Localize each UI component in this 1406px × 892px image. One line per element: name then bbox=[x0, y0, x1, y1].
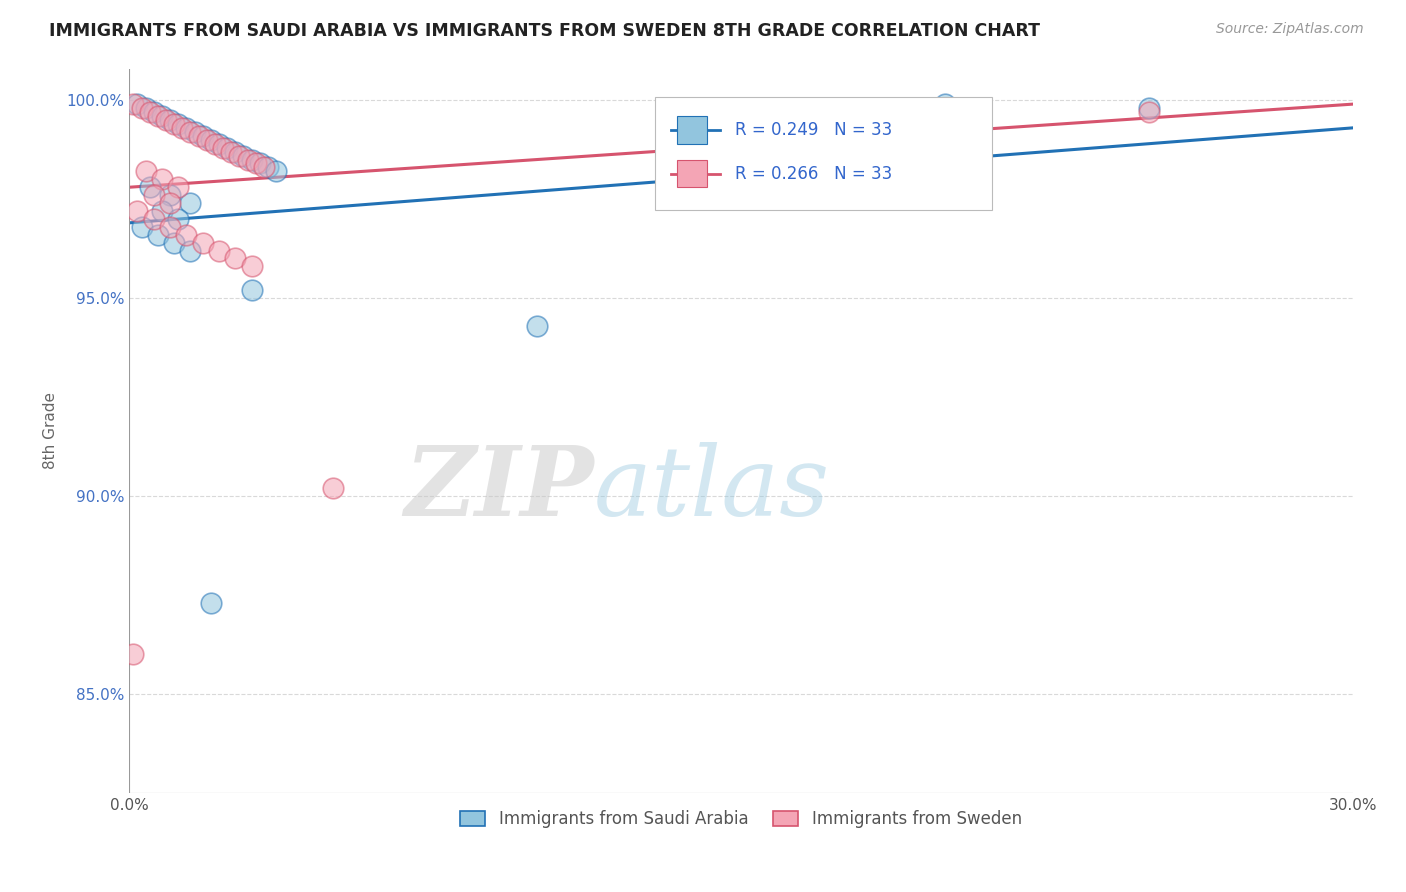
Point bbox=[934, 97, 956, 112]
Legend: Immigrants from Saudi Arabia, Immigrants from Sweden: Immigrants from Saudi Arabia, Immigrants… bbox=[454, 804, 1028, 835]
Point bbox=[142, 105, 165, 120]
Text: R = 0.249   N = 33: R = 0.249 N = 33 bbox=[735, 121, 893, 139]
Point bbox=[150, 109, 173, 123]
Point bbox=[240, 260, 263, 274]
Text: R = 0.266   N = 33: R = 0.266 N = 33 bbox=[735, 164, 893, 183]
Point bbox=[191, 128, 214, 143]
Point bbox=[167, 117, 190, 131]
Point bbox=[212, 141, 235, 155]
Point bbox=[224, 252, 246, 266]
Text: atlas: atlas bbox=[595, 442, 831, 535]
Point bbox=[228, 148, 250, 162]
Point bbox=[122, 97, 145, 112]
Point bbox=[142, 188, 165, 202]
Point bbox=[163, 235, 186, 250]
Point bbox=[253, 161, 276, 175]
Point bbox=[146, 109, 169, 123]
Point bbox=[135, 101, 157, 115]
Point bbox=[172, 120, 194, 135]
FancyBboxPatch shape bbox=[678, 116, 707, 144]
Text: ZIP: ZIP bbox=[405, 442, 595, 535]
Point bbox=[200, 133, 222, 147]
Point bbox=[187, 128, 209, 143]
Point bbox=[1137, 101, 1160, 115]
Point bbox=[122, 647, 145, 661]
Point bbox=[195, 133, 218, 147]
Point bbox=[176, 227, 198, 242]
Text: IMMIGRANTS FROM SAUDI ARABIA VS IMMIGRANTS FROM SWEDEN 8TH GRADE CORRELATION CHA: IMMIGRANTS FROM SAUDI ARABIA VS IMMIGRAN… bbox=[49, 22, 1040, 40]
Point bbox=[159, 196, 181, 211]
Point bbox=[159, 112, 181, 127]
Point bbox=[179, 196, 201, 211]
Point bbox=[179, 125, 201, 139]
Point bbox=[131, 219, 153, 234]
Point bbox=[167, 180, 190, 194]
Point bbox=[208, 136, 231, 151]
Y-axis label: 8th Grade: 8th Grade bbox=[44, 392, 58, 469]
Point bbox=[219, 145, 242, 159]
Point bbox=[163, 117, 186, 131]
Point bbox=[159, 188, 181, 202]
Point bbox=[155, 112, 177, 127]
Point bbox=[167, 211, 190, 226]
Point bbox=[183, 125, 205, 139]
Text: Source: ZipAtlas.com: Source: ZipAtlas.com bbox=[1216, 22, 1364, 37]
Point bbox=[217, 141, 239, 155]
Point bbox=[191, 235, 214, 250]
Point bbox=[322, 481, 344, 495]
Point bbox=[127, 204, 149, 219]
Point bbox=[1137, 105, 1160, 120]
Point bbox=[138, 180, 160, 194]
Point bbox=[150, 204, 173, 219]
Point bbox=[224, 145, 246, 159]
Point bbox=[146, 227, 169, 242]
Point bbox=[204, 136, 226, 151]
Point bbox=[245, 156, 267, 170]
Point bbox=[934, 101, 956, 115]
Point bbox=[159, 219, 181, 234]
Point bbox=[138, 105, 160, 120]
Point bbox=[526, 318, 548, 333]
Point bbox=[150, 172, 173, 186]
Point bbox=[257, 161, 280, 175]
Point bbox=[232, 148, 254, 162]
Point bbox=[208, 244, 231, 258]
Point bbox=[176, 120, 198, 135]
Point bbox=[236, 153, 259, 167]
Point bbox=[179, 244, 201, 258]
Point bbox=[142, 211, 165, 226]
Point bbox=[249, 156, 271, 170]
Point bbox=[240, 153, 263, 167]
Point bbox=[127, 97, 149, 112]
FancyBboxPatch shape bbox=[678, 160, 707, 187]
Point bbox=[240, 283, 263, 297]
Point bbox=[131, 101, 153, 115]
Point bbox=[135, 164, 157, 178]
FancyBboxPatch shape bbox=[655, 97, 991, 210]
Point bbox=[200, 596, 222, 610]
Point bbox=[264, 164, 287, 178]
